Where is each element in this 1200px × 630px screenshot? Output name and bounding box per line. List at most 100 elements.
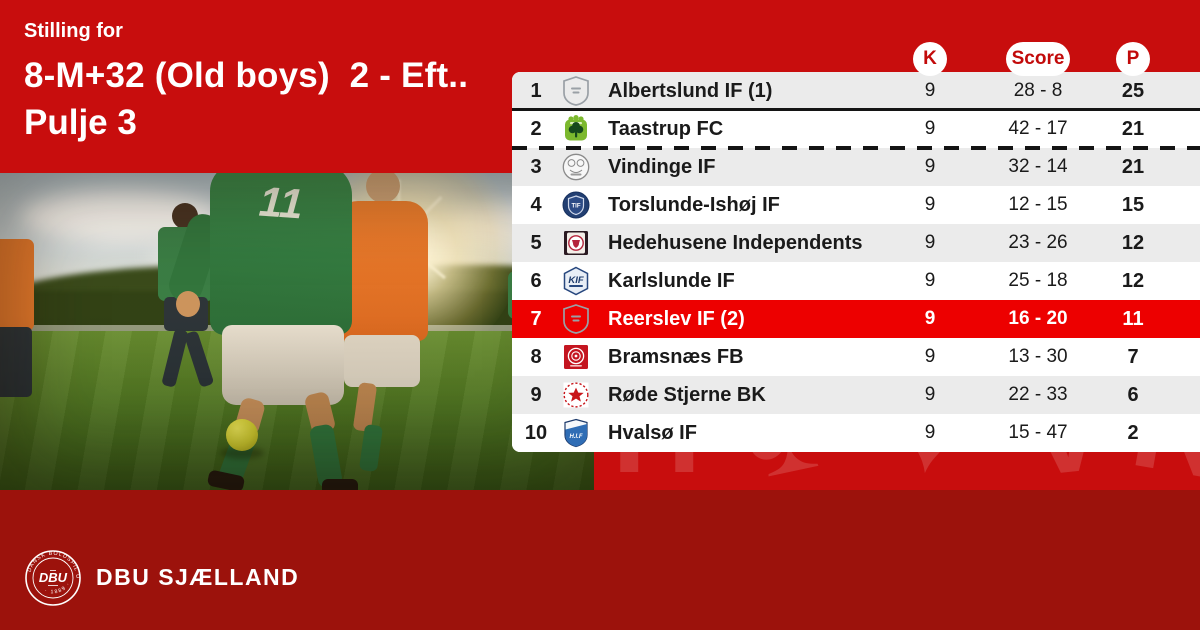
club-logo-hedehusene-icon <box>559 226 593 264</box>
position-number: 10 <box>524 422 548 444</box>
score-value: 12 - 15 <box>1008 194 1068 215</box>
club-logo-placeholder-icon <box>559 74 593 112</box>
eyebrow-label: Stilling for <box>24 20 123 42</box>
points-value: 12 <box>1121 270 1145 292</box>
photo-main-player <box>210 173 352 335</box>
photo-player-head <box>366 173 400 203</box>
svg-text:TIF: TIF <box>572 204 581 210</box>
position-number: 4 <box>530 194 542 216</box>
page-title: 8-M+32 (Old boys) 2 - Eft.. <box>24 56 469 95</box>
club-name: Reerslev IF (2) <box>608 308 745 330</box>
points-value: 6 <box>1127 384 1139 406</box>
photo-player-shorts <box>344 335 420 387</box>
table-row: 9 Røde Stjerne BK 9 22 - 33 6 <box>512 376 1200 414</box>
score-value: 42 - 17 <box>1008 118 1068 139</box>
footer-band <box>0 490 1200 630</box>
dbu-logo: DANSK BOLDSPIL UNION · 1889 · DBU <box>24 549 81 606</box>
matches-played-value: 9 <box>924 346 936 367</box>
club-name: Albertslund IF (1) <box>608 80 773 102</box>
club-name: Hedehusene Independents <box>608 232 863 254</box>
score-value: 13 - 30 <box>1008 346 1068 367</box>
solid-separator-line <box>512 108 1200 111</box>
table-row: 10 H.I.F Hvalsø IF 9 15 - 47 2 <box>512 414 1200 452</box>
score-value: 25 - 18 <box>1008 270 1068 291</box>
table-row: 1 Albertslund IF (1) 9 28 - 8 25 <box>512 72 1200 110</box>
watermark-glyph: R <box>1123 452 1200 490</box>
position-number: 5 <box>530 232 542 254</box>
watermark-glyph: ♣ <box>731 452 839 490</box>
club-name: Torslunde-Ishøj IF <box>608 194 780 216</box>
column-header-points: P <box>1116 42 1150 76</box>
table-row: 8 Bramsnæs FB 9 13 - 30 7 <box>512 338 1200 376</box>
position-number: 7 <box>530 308 542 330</box>
club-name: Røde Stjerne BK <box>608 384 766 406</box>
column-header-matches: K <box>913 42 947 76</box>
photo-player-hand <box>176 291 200 317</box>
matches-played-value: 9 <box>924 156 936 177</box>
watermark-glyph: V <box>1017 452 1114 490</box>
table-row: 3 Vindinge IF 9 32 - 14 21 <box>512 148 1200 186</box>
position-number: 8 <box>530 346 542 368</box>
matches-played-value: 9 <box>924 422 936 443</box>
emblem-center-text: DBU <box>39 570 68 585</box>
position-number: 3 <box>530 156 542 178</box>
table-row: 4 TIF Torslunde-Ishøj IF 9 12 - 15 15 <box>512 186 1200 224</box>
club-logo-hvalsoe-icon: H.I.F <box>559 416 593 452</box>
svg-text:H.I.F: H.I.F <box>570 434 583 440</box>
points-value: 11 <box>1122 308 1144 330</box>
matches-played-value: 9 <box>924 308 936 329</box>
club-name: Bramsnæs FB <box>608 346 744 368</box>
points-value: 7 <box>1127 346 1139 368</box>
matches-played-value: 9 <box>924 384 936 405</box>
position-number: 2 <box>530 118 542 140</box>
dashed-separator-line <box>512 146 1200 150</box>
score-value: 23 - 26 <box>1008 232 1068 253</box>
pool-subtitle: Pulje 3 <box>24 103 137 142</box>
photo-player <box>0 239 34 331</box>
score-value: 32 - 14 <box>1008 156 1068 177</box>
score-value: 16 - 20 <box>1008 308 1068 329</box>
standings-section: K Score P 1 Albertslund IF (1) 9 28 - 8 … <box>512 42 1200 452</box>
club-logo-karlslunde-icon: KIF <box>559 264 593 302</box>
club-logo-taastrup-icon <box>559 112 593 150</box>
points-value: 2 <box>1127 422 1139 444</box>
brand-name: DBU SJÆLLAND <box>96 564 300 590</box>
position-number: 9 <box>530 384 542 406</box>
table-row: 6 KIF Karlslunde IF 9 25 - 18 12 <box>512 262 1200 300</box>
football <box>226 419 258 451</box>
svg-text:KIF: KIF <box>568 275 584 286</box>
points-value: 25 <box>1121 80 1145 102</box>
photo-player-shoe <box>322 479 358 490</box>
club-logo-placeholder-icon <box>559 302 593 340</box>
watermark-glyph: ♥ <box>885 452 977 490</box>
points-value: 12 <box>1121 232 1145 254</box>
club-logo-roedestjerne-icon <box>559 378 593 416</box>
club-name: Hvalsø IF <box>608 422 697 444</box>
ball-shadow <box>220 447 264 459</box>
club-logo-bramsnaes-icon <box>559 340 593 378</box>
table-row: 2 Taastrup FC 9 42 - 17 21 <box>512 110 1200 148</box>
column-header-score: Score <box>1006 42 1070 76</box>
table-row: 5 Hedehusene Independents 9 23 - 26 12 <box>512 224 1200 262</box>
score-value: 22 - 33 <box>1008 384 1068 405</box>
match-photo: 11 <box>0 173 594 490</box>
score-value: 15 - 47 <box>1008 422 1068 443</box>
dbu-pattern-watermark: H ♣ ♥ V R <box>594 452 1200 490</box>
photo-overlay <box>0 173 594 490</box>
club-name: Taastrup FC <box>608 118 724 140</box>
matches-played-value: 9 <box>924 194 936 215</box>
matches-played-value: 9 <box>924 232 936 253</box>
position-number: 1 <box>530 80 542 102</box>
matches-played-value: 9 <box>924 118 936 139</box>
standings-table: 1 Albertslund IF (1) 9 28 - 8 25 2 Taast… <box>512 72 1200 452</box>
watermark-glyph: H <box>612 452 702 490</box>
club-name: Karlslunde IF <box>608 270 735 292</box>
points-value: 21 <box>1121 156 1145 178</box>
matches-played-value: 9 <box>924 270 936 291</box>
table-row: 7 Reerslev IF (2) 9 16 - 20 11 <box>512 300 1200 338</box>
club-name: Vindinge IF <box>608 156 716 178</box>
points-value: 15 <box>1121 194 1145 216</box>
points-value: 21 <box>1121 118 1145 140</box>
club-logo-torslunde-icon: TIF <box>559 188 593 226</box>
